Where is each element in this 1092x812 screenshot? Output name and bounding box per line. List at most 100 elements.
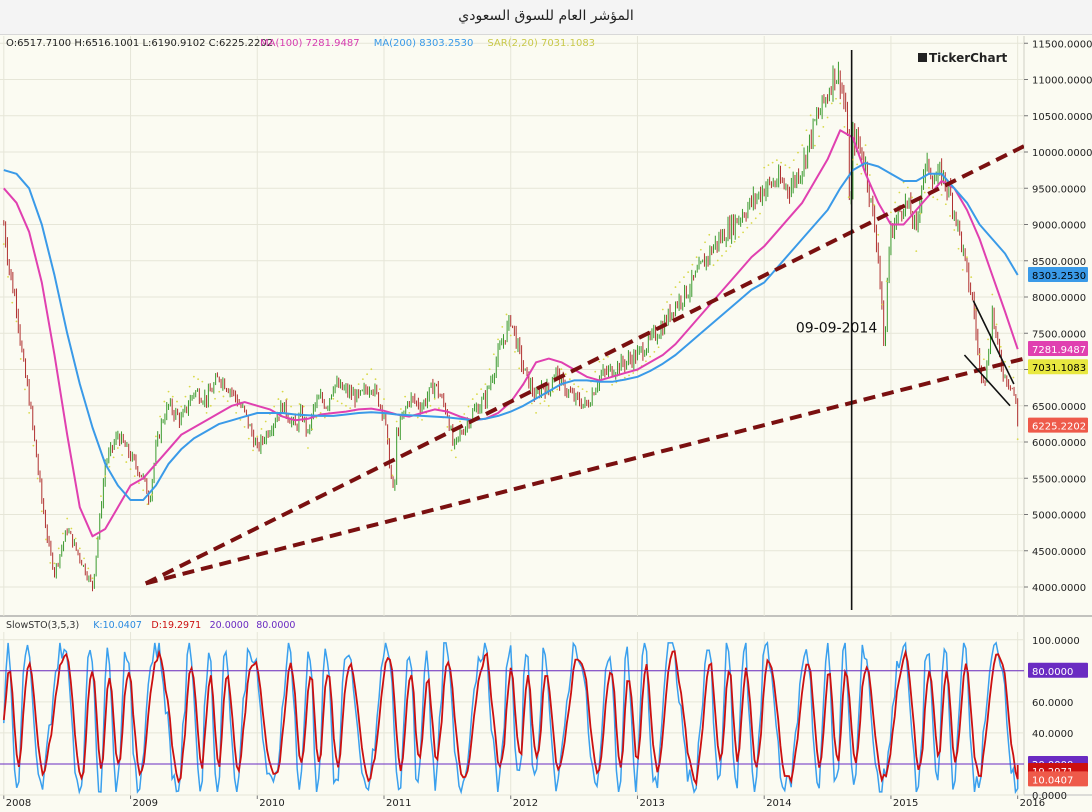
price-tick-label: 11500.0000 bbox=[1032, 39, 1092, 50]
sar-dot bbox=[395, 420, 398, 423]
sar-dot bbox=[32, 444, 35, 447]
sar-dot bbox=[978, 353, 981, 356]
sto-legend-item: 20.0000 bbox=[210, 620, 249, 631]
sar-dot bbox=[974, 308, 977, 311]
channel-line bbox=[972, 300, 1015, 385]
sar-dot bbox=[598, 360, 601, 363]
sar-dot bbox=[539, 402, 542, 405]
sar-dot bbox=[687, 271, 690, 274]
sar-dot bbox=[923, 191, 926, 194]
sar-dot bbox=[302, 405, 305, 408]
sar-dot bbox=[391, 474, 394, 477]
sar-dot bbox=[919, 212, 922, 215]
time-tick-label: 2013 bbox=[639, 798, 664, 809]
sar-dot bbox=[792, 159, 795, 162]
sar-dot bbox=[125, 461, 128, 463]
sar-dot bbox=[535, 411, 537, 414]
sar-dot bbox=[336, 400, 339, 403]
sar-dot bbox=[957, 247, 960, 250]
sar-dot bbox=[1004, 360, 1006, 363]
sar-series bbox=[2, 97, 1019, 580]
sto-tag bbox=[1028, 662, 1088, 678]
sto-tick-label: 40.0000 bbox=[1032, 729, 1073, 740]
sar-dot bbox=[146, 503, 149, 506]
sar-dot bbox=[683, 276, 685, 279]
sar-dot bbox=[480, 388, 483, 391]
sar-dot bbox=[150, 494, 153, 496]
sar-dot bbox=[670, 293, 673, 296]
sar-dot bbox=[290, 405, 292, 408]
sar-dot bbox=[885, 280, 888, 283]
sar-dot bbox=[560, 368, 563, 371]
sar-dot bbox=[1016, 438, 1019, 441]
sar-dot bbox=[378, 388, 381, 391]
sar-dot bbox=[982, 358, 985, 361]
time-tick-label: 2014 bbox=[766, 798, 791, 809]
channel-line bbox=[963, 354, 1011, 407]
tickerchart-logo-icon bbox=[918, 53, 927, 62]
sar-dot bbox=[247, 437, 250, 440]
ma200-line bbox=[3, 161, 1019, 501]
sar-dot bbox=[788, 166, 791, 169]
sar-dot bbox=[936, 198, 939, 201]
sar-dot bbox=[57, 547, 60, 550]
sar-dot bbox=[501, 325, 504, 328]
sar-dot bbox=[746, 226, 749, 229]
sar-dot bbox=[801, 144, 804, 147]
time-tick-label: 2015 bbox=[893, 798, 918, 809]
sar-dot bbox=[285, 398, 288, 400]
price-tick-label: 8000.0000 bbox=[1032, 293, 1086, 304]
sar-dot bbox=[62, 532, 64, 535]
sar-dot bbox=[116, 447, 119, 449]
sar-dot bbox=[606, 355, 609, 358]
price-tick-label: 9000.0000 bbox=[1032, 221, 1086, 232]
sar-dot bbox=[1008, 365, 1011, 368]
price-tick-label: 11000.0000 bbox=[1032, 76, 1092, 87]
sar-dot bbox=[902, 181, 905, 184]
sar-dot bbox=[180, 405, 183, 408]
sar-dot bbox=[628, 374, 630, 377]
sar-dot bbox=[763, 166, 766, 169]
price-tag bbox=[1028, 341, 1088, 357]
sar-dot bbox=[463, 413, 466, 415]
sar-dot bbox=[843, 125, 846, 128]
sar-dot bbox=[167, 390, 170, 393]
sar-dot bbox=[45, 538, 47, 541]
price-tag-text: 7281.9487 bbox=[1032, 345, 1086, 356]
sar-dot bbox=[953, 229, 956, 231]
sar-dot bbox=[573, 383, 575, 386]
sar-dot bbox=[264, 420, 267, 423]
sar-dot bbox=[987, 338, 989, 341]
sar-dot bbox=[514, 351, 516, 353]
price-tick-label: 8500.0000 bbox=[1032, 257, 1086, 268]
sto-tick-label: 100.0000 bbox=[1032, 636, 1080, 647]
sar-dot bbox=[645, 360, 647, 363]
sar-dot bbox=[623, 376, 626, 379]
sar-dot bbox=[906, 186, 909, 189]
sar-dot bbox=[497, 338, 499, 341]
sar-dot bbox=[399, 408, 402, 410]
sar-dot bbox=[163, 400, 166, 403]
sar-dot bbox=[95, 537, 98, 540]
sar-dot bbox=[581, 388, 584, 391]
price-tick-label: 5500.0000 bbox=[1032, 474, 1086, 485]
sar-dot bbox=[873, 204, 875, 206]
sar-dot bbox=[661, 308, 664, 311]
sar-dot bbox=[484, 383, 487, 386]
time-tick-label: 2008 bbox=[6, 798, 31, 809]
sar-dot bbox=[881, 303, 884, 306]
sar-dot bbox=[797, 151, 799, 154]
sar-dot bbox=[657, 346, 660, 349]
sar-dot bbox=[36, 477, 39, 480]
sar-dot bbox=[387, 438, 390, 440]
sar-dot bbox=[966, 256, 968, 259]
sar-dot bbox=[129, 468, 132, 471]
sto-legend-item: K:10.0407 bbox=[93, 620, 142, 631]
sar-dot bbox=[184, 395, 187, 398]
sar-dot bbox=[252, 449, 254, 452]
event-date-label: 09-09-2014 bbox=[796, 321, 877, 337]
sar-dot bbox=[666, 301, 668, 303]
sar-dot bbox=[704, 241, 706, 244]
price-tag bbox=[1028, 417, 1088, 433]
